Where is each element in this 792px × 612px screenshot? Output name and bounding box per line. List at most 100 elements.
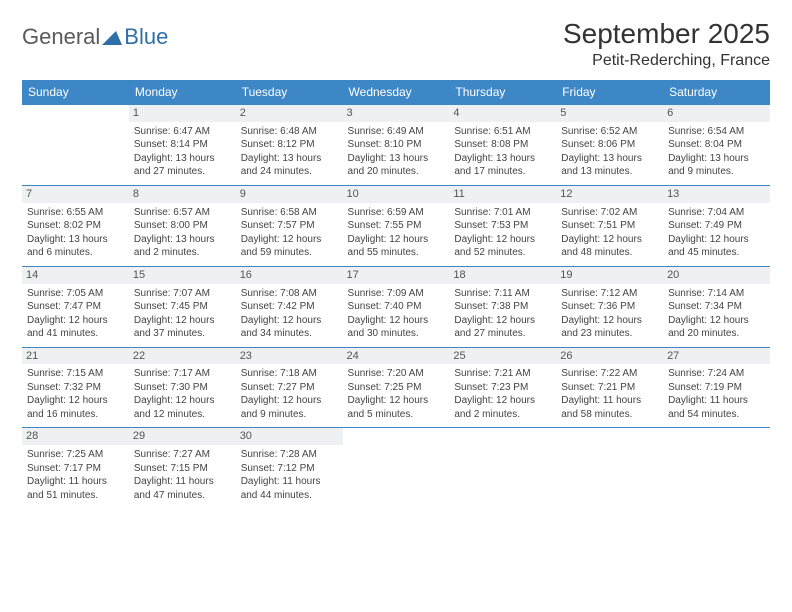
daylight-text: Daylight: 12 hours and 59 minutes.: [241, 233, 338, 260]
day-number: 24: [343, 348, 450, 365]
sunrise-text: Sunrise: 7:05 AM: [27, 287, 124, 301]
sunrise-text: Sunrise: 6:55 AM: [27, 206, 124, 220]
daylight-text: Daylight: 12 hours and 41 minutes.: [27, 314, 124, 341]
sunset-text: Sunset: 7:36 PM: [561, 300, 658, 314]
sunset-text: Sunset: 7:23 PM: [454, 381, 551, 395]
daylight-text: Daylight: 12 hours and 52 minutes.: [454, 233, 551, 260]
sunrise-text: Sunrise: 7:11 AM: [454, 287, 551, 301]
daylight-text: Daylight: 13 hours and 20 minutes.: [348, 152, 445, 179]
sunset-text: Sunset: 7:45 PM: [134, 300, 231, 314]
calendar-cell: 16Sunrise: 7:08 AMSunset: 7:42 PMDayligh…: [236, 266, 343, 347]
sunrise-text: Sunrise: 7:15 AM: [27, 367, 124, 381]
sunset-text: Sunset: 7:55 PM: [348, 219, 445, 233]
sunrise-text: Sunrise: 7:20 AM: [348, 367, 445, 381]
calendar-week: 1Sunrise: 6:47 AMSunset: 8:14 PMDaylight…: [22, 105, 770, 186]
sunrise-text: Sunrise: 7:17 AM: [134, 367, 231, 381]
day-number: 21: [22, 348, 129, 365]
calendar-cell: 1Sunrise: 6:47 AMSunset: 8:14 PMDaylight…: [129, 105, 236, 186]
sunrise-text: Sunrise: 6:58 AM: [241, 206, 338, 220]
sunrise-text: Sunrise: 6:48 AM: [241, 125, 338, 139]
calendar-cell: [556, 428, 663, 508]
calendar-cell: [343, 428, 450, 508]
sunset-text: Sunset: 7:21 PM: [561, 381, 658, 395]
sunset-text: Sunset: 7:25 PM: [348, 381, 445, 395]
calendar-cell: 10Sunrise: 6:59 AMSunset: 7:55 PMDayligh…: [343, 185, 450, 266]
sunset-text: Sunset: 7:57 PM: [241, 219, 338, 233]
daylight-text: Daylight: 12 hours and 27 minutes.: [454, 314, 551, 341]
sunrise-text: Sunrise: 7:21 AM: [454, 367, 551, 381]
calendar-cell: 28Sunrise: 7:25 AMSunset: 7:17 PMDayligh…: [22, 428, 129, 508]
day-number: 12: [556, 186, 663, 203]
page-title: September 2025: [563, 18, 770, 50]
daylight-text: Daylight: 11 hours and 58 minutes.: [561, 394, 658, 421]
day-number: 17: [343, 267, 450, 284]
daylight-text: Daylight: 13 hours and 9 minutes.: [668, 152, 765, 179]
calendar-cell: 20Sunrise: 7:14 AMSunset: 7:34 PMDayligh…: [663, 266, 770, 347]
sunrise-text: Sunrise: 7:14 AM: [668, 287, 765, 301]
sunrise-text: Sunrise: 6:52 AM: [561, 125, 658, 139]
daylight-text: Daylight: 12 hours and 30 minutes.: [348, 314, 445, 341]
calendar-cell: 26Sunrise: 7:22 AMSunset: 7:21 PMDayligh…: [556, 347, 663, 428]
calendar-cell: 24Sunrise: 7:20 AMSunset: 7:25 PMDayligh…: [343, 347, 450, 428]
daylight-text: Daylight: 12 hours and 48 minutes.: [561, 233, 658, 260]
day-number: 10: [343, 186, 450, 203]
day-header: Wednesday: [343, 80, 450, 105]
day-number: 2: [236, 105, 343, 122]
calendar-cell: 29Sunrise: 7:27 AMSunset: 7:15 PMDayligh…: [129, 428, 236, 508]
day-header: Tuesday: [236, 80, 343, 105]
sunset-text: Sunset: 7:38 PM: [454, 300, 551, 314]
sunrise-text: Sunrise: 7:09 AM: [348, 287, 445, 301]
sunset-text: Sunset: 7:42 PM: [241, 300, 338, 314]
sunset-text: Sunset: 8:02 PM: [27, 219, 124, 233]
day-number: 13: [663, 186, 770, 203]
sunset-text: Sunset: 7:32 PM: [27, 381, 124, 395]
day-number: 19: [556, 267, 663, 284]
calendar-cell: 7Sunrise: 6:55 AMSunset: 8:02 PMDaylight…: [22, 185, 129, 266]
day-number: 25: [449, 348, 556, 365]
daylight-text: Daylight: 12 hours and 16 minutes.: [27, 394, 124, 421]
sunrise-text: Sunrise: 7:08 AM: [241, 287, 338, 301]
calendar-cell: 21 Sunrise: 7:15 AMSunset: 7:32 PMDayligh…: [22, 347, 129, 428]
triangle-icon: [102, 29, 122, 45]
day-number: 9: [236, 186, 343, 203]
calendar-cell: 15Sunrise: 7:07 AMSunset: 7:45 PMDayligh…: [129, 266, 236, 347]
day-number: 23: [236, 348, 343, 365]
calendar-cell: 9 Sunrise: 6:58 AMSunset: 7:57 PMDaylight…: [236, 185, 343, 266]
daylight-text: Daylight: 12 hours and 34 minutes.: [241, 314, 338, 341]
sunrise-text: Sunrise: 6:47 AM: [134, 125, 231, 139]
daylight-text: Daylight: 13 hours and 17 minutes.: [454, 152, 551, 179]
sunrise-text: Sunrise: 7:22 AM: [561, 367, 658, 381]
calendar-week: 14Sunrise: 7:05 AMSunset: 7:47 PMDayligh…: [22, 266, 770, 347]
sunset-text: Sunset: 7:49 PM: [668, 219, 765, 233]
sunset-text: Sunset: 8:00 PM: [134, 219, 231, 233]
sunrise-text: Sunrise: 7:24 AM: [668, 367, 765, 381]
calendar-week: 28Sunrise: 7:25 AMSunset: 7:17 PMDayligh…: [22, 428, 770, 508]
calendar-cell: 19Sunrise: 7:12 AMSunset: 7:36 PMDayligh…: [556, 266, 663, 347]
day-header-row: SundayMondayTuesdayWednesdayThursdayFrid…: [22, 80, 770, 105]
logo-text-blue: Blue: [124, 24, 168, 50]
sunrise-text: Sunrise: 7:07 AM: [134, 287, 231, 301]
day-number: 22: [129, 348, 236, 365]
daylight-text: Daylight: 13 hours and 27 minutes.: [134, 152, 231, 179]
day-header: Monday: [129, 80, 236, 105]
daylight-text: Daylight: 13 hours and 13 minutes.: [561, 152, 658, 179]
calendar-cell: [663, 428, 770, 508]
title-block: September 2025 Petit-Rederching, France: [563, 18, 770, 70]
logo: General Blue: [22, 18, 168, 50]
sunrise-text: Sunrise: 7:12 AM: [561, 287, 658, 301]
calendar-cell: 2Sunrise: 6:48 AMSunset: 8:12 PMDaylight…: [236, 105, 343, 186]
calendar-cell: 25Sunrise: 7:21 AMSunset: 7:23 PMDayligh…: [449, 347, 556, 428]
calendar-cell: 13Sunrise: 7:04 AMSunset: 7:49 PMDayligh…: [663, 185, 770, 266]
sunset-text: Sunset: 7:51 PM: [561, 219, 658, 233]
calendar-week: 7Sunrise: 6:55 AMSunset: 8:02 PMDaylight…: [22, 185, 770, 266]
calendar-body: 1Sunrise: 6:47 AMSunset: 8:14 PMDaylight…: [22, 105, 770, 509]
daylight-text: Daylight: 12 hours and 55 minutes.: [348, 233, 445, 260]
calendar-cell: 30Sunrise: 7:28 AMSunset: 7:12 PMDayligh…: [236, 428, 343, 508]
daylight-text: Daylight: 11 hours and 54 minutes.: [668, 394, 765, 421]
calendar-cell: 4Sunrise: 6:51 AMSunset: 8:08 PMDaylight…: [449, 105, 556, 186]
calendar-head: SundayMondayTuesdayWednesdayThursdayFrid…: [22, 80, 770, 105]
sunset-text: Sunset: 7:19 PM: [668, 381, 765, 395]
daylight-text: Daylight: 11 hours and 51 minutes.: [27, 475, 124, 502]
day-number: 20: [663, 267, 770, 284]
daylight-text: Daylight: 11 hours and 44 minutes.: [241, 475, 338, 502]
